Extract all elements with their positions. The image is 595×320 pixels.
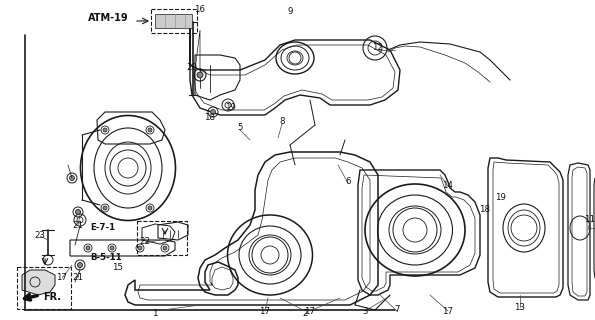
Text: 21: 21 xyxy=(73,274,83,283)
Text: 3: 3 xyxy=(362,308,368,316)
Circle shape xyxy=(76,210,80,214)
Text: 19: 19 xyxy=(494,194,505,203)
PathPatch shape xyxy=(155,14,192,28)
PathPatch shape xyxy=(22,270,55,295)
Text: 14: 14 xyxy=(443,180,453,189)
Text: 18: 18 xyxy=(205,114,215,123)
Circle shape xyxy=(148,128,152,132)
Circle shape xyxy=(197,72,203,78)
Circle shape xyxy=(211,109,215,115)
Circle shape xyxy=(103,128,107,132)
Text: FR.: FR. xyxy=(43,292,61,302)
Circle shape xyxy=(110,246,114,250)
Text: 17: 17 xyxy=(305,308,315,316)
Text: 19: 19 xyxy=(224,103,236,113)
Text: 18: 18 xyxy=(480,205,490,214)
Text: 1: 1 xyxy=(152,308,158,317)
Text: 17: 17 xyxy=(443,308,453,316)
Text: 15: 15 xyxy=(112,263,124,273)
Text: 23: 23 xyxy=(35,230,45,239)
Text: 8: 8 xyxy=(279,117,285,126)
Text: 17: 17 xyxy=(259,308,271,316)
Text: E-7-1: E-7-1 xyxy=(90,223,115,233)
Text: 5: 5 xyxy=(237,124,243,132)
Text: 11: 11 xyxy=(584,215,595,225)
Circle shape xyxy=(103,206,107,210)
Text: 9: 9 xyxy=(287,7,293,17)
Circle shape xyxy=(70,175,74,180)
Text: 20: 20 xyxy=(186,63,198,73)
Circle shape xyxy=(148,206,152,210)
Text: B-5-11: B-5-11 xyxy=(90,253,121,262)
Circle shape xyxy=(163,246,167,250)
Text: 22: 22 xyxy=(139,237,151,246)
Circle shape xyxy=(77,262,83,268)
Circle shape xyxy=(86,246,90,250)
Text: ATM-19: ATM-19 xyxy=(88,13,129,23)
Text: 2: 2 xyxy=(302,308,308,317)
Text: 12: 12 xyxy=(372,44,384,52)
Text: 16: 16 xyxy=(195,5,205,14)
Text: 13: 13 xyxy=(515,303,525,313)
Text: 17: 17 xyxy=(57,274,67,283)
Text: 21: 21 xyxy=(73,220,83,229)
Text: 6: 6 xyxy=(345,178,350,187)
Text: 7: 7 xyxy=(394,306,400,315)
Circle shape xyxy=(138,246,142,250)
